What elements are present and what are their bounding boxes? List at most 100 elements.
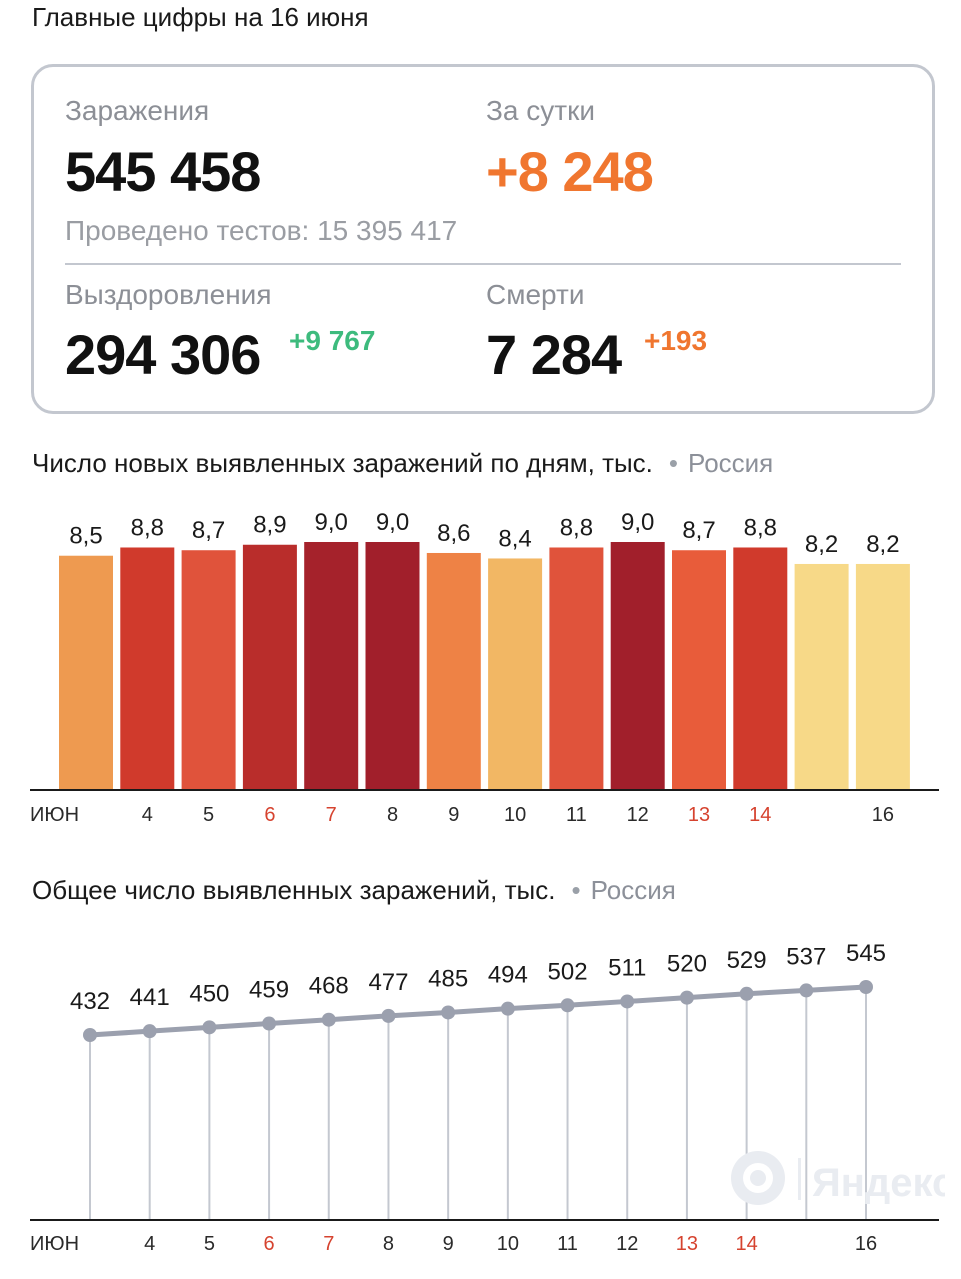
total-chart-title: Общее число выявленных заражений, тыс. xyxy=(32,875,556,905)
point-value-label: 537 xyxy=(786,943,826,970)
bar xyxy=(549,547,604,789)
infections-value: 545 458 xyxy=(65,140,261,203)
x-tick-label: 10 xyxy=(497,1233,519,1255)
x-tick-label: 7 xyxy=(326,804,337,826)
page-title: Главные цифры на 16 июня xyxy=(32,2,369,32)
bar-value-label: 8,7 xyxy=(682,517,715,544)
day-label: За сутки xyxy=(486,95,595,126)
point-value-label: 511 xyxy=(608,954,646,981)
x-tick-label: 8 xyxy=(383,1233,394,1255)
recoveries-value: 294 306 xyxy=(65,323,261,386)
card-divider xyxy=(65,263,901,265)
point-value-label: 520 xyxy=(667,951,707,978)
data-point xyxy=(142,1024,157,1039)
data-point xyxy=(859,980,873,994)
watermark-text: Яндекс xyxy=(812,1161,945,1205)
data-point xyxy=(560,998,575,1013)
bar xyxy=(855,563,910,789)
recoveries-delta: +9 767 xyxy=(289,325,376,356)
watermark-divider xyxy=(798,1158,801,1200)
x-tick-label: 10 xyxy=(504,804,526,826)
point-value-label: 494 xyxy=(488,962,528,989)
x-tick-label: 6 xyxy=(264,804,275,826)
tests-count: Проведено тестов: 15 395 417 xyxy=(65,215,458,246)
bar xyxy=(365,542,420,789)
point-value-label: 450 xyxy=(189,980,229,1007)
bar-value-label: 9,0 xyxy=(376,509,409,536)
data-point xyxy=(83,1028,97,1042)
x-tick-label: ИЮН xyxy=(30,1233,79,1255)
bar-value-label: 8,6 xyxy=(437,520,470,547)
deaths-value: 7 284 xyxy=(486,323,622,386)
x-tick-label: 6 xyxy=(264,1233,275,1255)
bar-value-label: 8,8 xyxy=(560,514,593,541)
data-point xyxy=(799,983,814,998)
point-value-label: 468 xyxy=(309,973,349,1000)
x-tick-label: 16 xyxy=(855,1233,877,1255)
bar xyxy=(181,550,236,789)
daily-chart-region: Россия xyxy=(688,448,774,478)
x-tick-label: 16 xyxy=(872,804,894,826)
data-point xyxy=(321,1012,336,1027)
point-value-label: 459 xyxy=(249,977,289,1004)
point-value-label: 485 xyxy=(428,965,468,992)
x-axis xyxy=(30,789,939,791)
bar-value-label: 8,7 xyxy=(192,517,225,544)
total-infections-chart: 432 ИЮН 441 4 450 5 459 6 468 7 477 8 485 9 494 10 502 11… xyxy=(30,940,939,1255)
deaths-delta: +193 xyxy=(644,325,708,356)
data-point xyxy=(381,1008,396,1023)
x-tick-label: 13 xyxy=(676,1233,698,1255)
point-value-label: 477 xyxy=(368,969,408,996)
bar-value-label: 8,9 xyxy=(253,512,286,539)
x-tick-label: 11 xyxy=(557,1233,578,1255)
daily-infections-chart: 8,5 ИЮН 8,8 4 8,7 5 8,9 6 9,0 7 9,0 8 8,6 9 8,4 10 8,8 11… xyxy=(30,509,939,826)
bar xyxy=(59,555,113,789)
yandex-watermark: Яндекс xyxy=(731,1151,945,1205)
x-tick-label: 4 xyxy=(142,804,153,826)
point-value-label: 441 xyxy=(130,984,170,1011)
x-tick-label: 13 xyxy=(688,804,710,826)
x-tick-label: 4 xyxy=(144,1233,155,1255)
day-value: +8 248 xyxy=(486,140,654,203)
data-point xyxy=(262,1016,277,1031)
x-tick-label: 9 xyxy=(448,804,459,826)
x-axis xyxy=(30,1219,939,1221)
x-tick-label: 11 xyxy=(566,804,587,826)
infections-label: Заражения xyxy=(65,95,210,126)
x-tick-label: 7 xyxy=(323,1233,334,1255)
data-point xyxy=(620,994,635,1009)
separator-dot: • xyxy=(668,448,678,478)
yandex-logo-icon xyxy=(731,1151,785,1205)
x-tick-label: 8 xyxy=(387,804,398,826)
total-series-line xyxy=(87,984,869,1038)
x-tick-label: 9 xyxy=(443,1233,454,1255)
bar-value-label: 8,8 xyxy=(131,514,164,541)
deaths-label: Смерти xyxy=(486,279,585,310)
bar-value-label: 8,2 xyxy=(805,531,838,558)
bar xyxy=(794,563,849,789)
bar xyxy=(488,558,543,789)
point-value-label: 432 xyxy=(70,988,110,1015)
bar-value-label: 8,8 xyxy=(744,514,777,541)
point-value-label: 545 xyxy=(846,940,886,967)
bar-value-label: 9,0 xyxy=(621,509,654,536)
bar xyxy=(426,552,481,789)
point-value-label: 502 xyxy=(548,958,588,985)
total-chart-region: Россия xyxy=(590,875,676,905)
data-point xyxy=(739,986,754,1001)
bar-value-label: 8,2 xyxy=(866,531,899,558)
x-tick-label: 14 xyxy=(749,804,771,826)
point-value-label: 529 xyxy=(727,947,767,974)
x-tick-label: 12 xyxy=(616,1233,638,1255)
bar xyxy=(733,547,788,789)
data-point xyxy=(441,1005,456,1020)
bar xyxy=(304,542,359,789)
bar-value-label: 8,4 xyxy=(498,525,531,552)
total-chart-header: Общее число выявленных заражений, тыс. • Р… xyxy=(32,875,676,906)
daily-chart-title: Число новых выявленных заражений по дням… xyxy=(32,448,653,478)
x-tick-label: ИЮН xyxy=(30,804,79,826)
bar xyxy=(242,544,297,789)
bar-value-label: 9,0 xyxy=(315,509,348,536)
bar xyxy=(610,542,665,789)
separator-dot: • xyxy=(571,875,581,905)
